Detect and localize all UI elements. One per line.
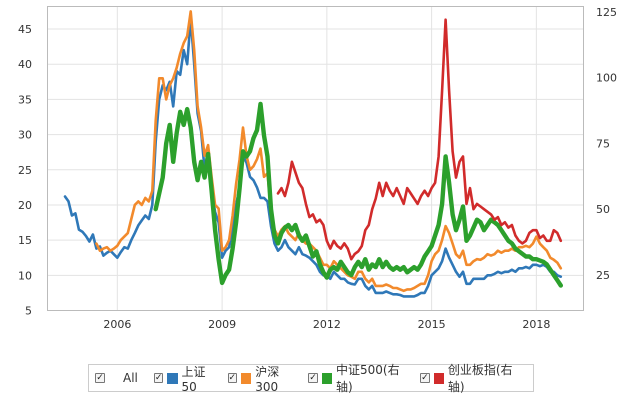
x-axis-ticks: 2006 2009 2012 2015 2018 bbox=[103, 318, 550, 331]
right-tick-label: 100 bbox=[596, 72, 617, 85]
legend-swatch bbox=[167, 372, 178, 384]
right-tick-label: 125 bbox=[596, 6, 617, 19]
legend-label: 中证500(右轴) bbox=[335, 363, 400, 394]
checkbox-icon[interactable]: ✓ bbox=[153, 373, 164, 383]
x-tick-label: 2018 bbox=[522, 318, 550, 331]
left-tick-label: 25 bbox=[18, 164, 32, 177]
left-tick-label: 35 bbox=[18, 93, 32, 106]
checkbox-icon[interactable]: ✓ bbox=[95, 373, 105, 383]
x-tick-label: 2012 bbox=[313, 318, 341, 331]
right-tick-label: 50 bbox=[596, 203, 610, 216]
checkbox-icon[interactable]: ✓ bbox=[420, 373, 430, 383]
legend-item-hs300[interactable]: ✓ 沪深300 bbox=[227, 363, 299, 394]
series-line bbox=[95, 10, 563, 293]
right-tick-label: 25 bbox=[596, 269, 610, 282]
left-tick-label: 5 bbox=[25, 305, 32, 318]
plot-frame bbox=[47, 6, 584, 311]
left-tick-label: 20 bbox=[18, 199, 32, 212]
x-tick-label: 2015 bbox=[418, 318, 446, 331]
right-tick-label: 75 bbox=[596, 137, 610, 150]
left-tick-label: 30 bbox=[18, 129, 32, 142]
series-line bbox=[276, 18, 563, 261]
legend-swatch bbox=[241, 372, 252, 384]
legend-label: 沪深300 bbox=[255, 364, 280, 394]
checkbox-icon[interactable]: ✓ bbox=[308, 373, 318, 383]
series-layer bbox=[63, 10, 563, 298]
right-axis-ticks: 25 50 75 100 125 bbox=[596, 6, 617, 282]
x-tick-label: 2009 bbox=[208, 318, 236, 331]
legend-item-zz500[interactable]: ✓ 中证500(右轴) bbox=[308, 361, 410, 395]
legend: ✓ All ✓ 上证50 ✓ 沪深300 ✓ 中证500(右轴) ✓ 创业板指(… bbox=[88, 361, 534, 395]
legend-label: 创业板指(右轴) bbox=[447, 363, 513, 394]
series-line bbox=[153, 101, 563, 288]
legend-label-all: All bbox=[123, 371, 138, 385]
legend-item-all[interactable]: ✓ All bbox=[95, 371, 138, 385]
left-axis-ticks: 5 10 15 20 25 30 35 40 45 bbox=[18, 23, 32, 317]
legend-label: 上证50 bbox=[181, 364, 206, 394]
legend-swatch bbox=[321, 372, 332, 384]
left-tick-label: 40 bbox=[18, 58, 32, 71]
left-tick-label: 15 bbox=[18, 234, 32, 247]
series-line bbox=[63, 17, 563, 298]
left-tick-label: 45 bbox=[18, 23, 32, 36]
x-tick-label: 2006 bbox=[103, 318, 131, 331]
legend-swatch bbox=[433, 372, 444, 384]
checkbox-icon[interactable]: ✓ bbox=[227, 373, 238, 383]
legend-item-sz50[interactable]: ✓ 上证50 bbox=[153, 363, 218, 394]
left-tick-label: 10 bbox=[18, 269, 32, 282]
legend-item-cyb[interactable]: ✓ 创业板指(右轴) bbox=[420, 361, 523, 395]
